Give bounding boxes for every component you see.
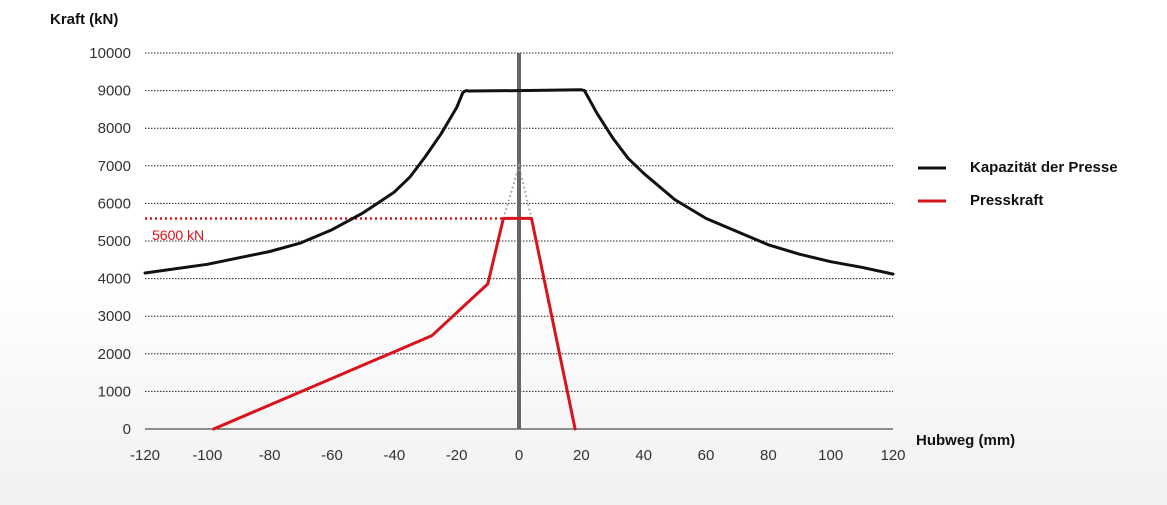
y-tick-labels: 0 1000 2000 3000 4000 5000 6000 7000 8000 9000 100… bbox=[89, 45, 131, 438]
x-tick-label: 80 bbox=[760, 447, 777, 464]
y-tick-label: 6000 bbox=[98, 195, 131, 212]
x-axis-title: Hubweg (mm) bbox=[916, 432, 1015, 449]
series-line-capacity bbox=[143, 88, 895, 276]
x-tick-label: -100 bbox=[192, 447, 222, 464]
y-tick-label: 0 bbox=[123, 421, 131, 438]
x-tick-label: 100 bbox=[818, 447, 843, 464]
x-tick-label: -80 bbox=[259, 447, 281, 464]
y-tick-label: 5000 bbox=[98, 233, 131, 250]
x-tick-labels: -120 -100 -80 -60 -40 -20 0 20 40 60 80 100 120 bbox=[130, 447, 906, 464]
series-lines bbox=[143, 88, 895, 431]
legend-label-presskraft: Presskraft bbox=[970, 192, 1043, 209]
guides bbox=[145, 53, 533, 429]
x-tick-label: -60 bbox=[321, 447, 343, 464]
y-tick-label: 7000 bbox=[98, 158, 131, 175]
x-tick-label: 60 bbox=[698, 447, 715, 464]
x-tick-label: -40 bbox=[383, 447, 405, 464]
y-tick-label: 1000 bbox=[98, 383, 131, 400]
y-tick-label: 4000 bbox=[98, 271, 131, 288]
y-tick-label: 8000 bbox=[98, 120, 131, 137]
x-tick-label: -120 bbox=[130, 447, 160, 464]
y-tick-label: 10000 bbox=[89, 45, 131, 62]
x-tick-label: 0 bbox=[515, 447, 523, 464]
y-axis-title: Kraft (kN) bbox=[50, 11, 118, 28]
x-tick-label: 40 bbox=[635, 447, 652, 464]
legend-label-capacity: Kapazität der Presse bbox=[970, 159, 1118, 176]
y-tick-label: 3000 bbox=[98, 308, 131, 325]
y-tick-label: 2000 bbox=[98, 346, 131, 363]
reference-line-label: 5600 kN bbox=[152, 227, 204, 243]
x-tick-label: 20 bbox=[573, 447, 590, 464]
peak-guide-line bbox=[502, 161, 533, 219]
legend: Kapazität der Presse Presskraft bbox=[918, 159, 1118, 209]
series-line-presskraft bbox=[212, 216, 577, 431]
x-tick-label: 120 bbox=[880, 447, 905, 464]
y-tick-label: 9000 bbox=[98, 83, 131, 100]
x-tick-label: -20 bbox=[446, 447, 468, 464]
